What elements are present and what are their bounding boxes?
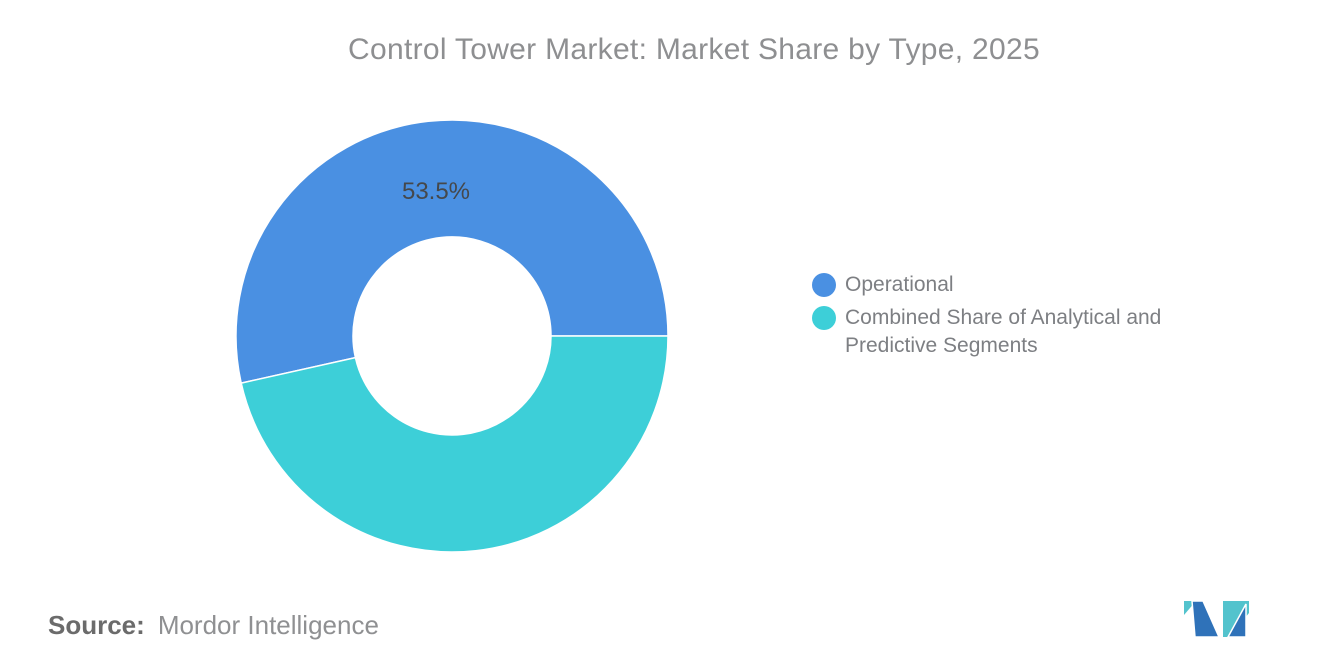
legend-marker-combined-share-icon <box>812 306 836 330</box>
donut-data-label: 53.5% <box>401 178 471 205</box>
source-label: Source: <box>48 610 145 640</box>
logo-blue-triangle-right <box>1226 603 1247 638</box>
donut-slice-1[interactable] <box>240 335 669 553</box>
chart-title: Control Tower Market: Market Share by Ty… <box>348 33 1040 66</box>
legend-label-operational: Operational <box>845 273 954 296</box>
source-value: Mordor Intelligence <box>157 610 379 640</box>
donut-svg <box>235 119 669 553</box>
mordor-intelligence-logo-icon <box>1183 601 1251 639</box>
legend-label-combined-share: Combined Share of Analytical and Predict… <box>845 306 1162 357</box>
donut-slice-0[interactable] <box>235 119 669 384</box>
legend-item-combined-share[interactable]: Combined Share of Analytical and Predict… <box>812 304 1192 360</box>
source-line: Source: Mordor Intelligence <box>48 610 379 641</box>
legend: Operational Combined Share of Analytical… <box>812 271 1192 360</box>
donut-chart: 53.5% <box>232 116 672 556</box>
logo-blue-band-left <box>1191 601 1221 638</box>
legend-item-operational[interactable]: Operational <box>812 271 1192 299</box>
legend-marker-operational-icon <box>812 273 836 297</box>
